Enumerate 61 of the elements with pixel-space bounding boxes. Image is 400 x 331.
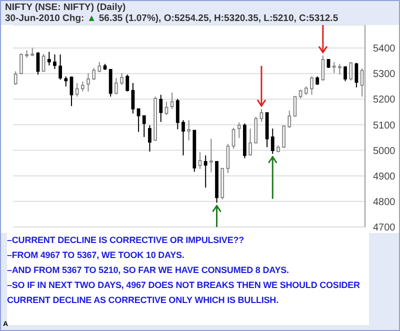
candlestick xyxy=(338,63,342,76)
candlestick xyxy=(182,120,185,156)
candlestick xyxy=(142,115,146,138)
y-tick-label: 5400 xyxy=(373,44,396,55)
candlestick xyxy=(209,138,213,173)
candlestick xyxy=(176,98,180,130)
candlestick xyxy=(36,52,40,76)
candlestick xyxy=(187,120,191,141)
candlestick xyxy=(159,94,163,122)
candlestick xyxy=(92,67,96,80)
candlestick xyxy=(136,108,140,132)
candlestick xyxy=(170,92,174,110)
candlestick xyxy=(47,51,51,66)
candlestick xyxy=(86,72,90,92)
candlestick xyxy=(108,68,112,98)
candlestick xyxy=(148,124,152,152)
candlestick xyxy=(20,52,23,75)
candlestick xyxy=(237,122,241,139)
y-tick-label: 4900 xyxy=(373,171,396,182)
candlestick xyxy=(53,54,56,70)
candlestick xyxy=(260,108,264,122)
candlestick xyxy=(75,82,79,98)
candlestick xyxy=(270,128,274,154)
y-tick-label: 4800 xyxy=(373,196,396,208)
candlestick xyxy=(349,62,353,81)
candlestick xyxy=(226,143,230,174)
candlestick xyxy=(80,81,84,92)
candlestick xyxy=(64,76,68,87)
text: –CURRENT DECLINE IS CORRECTIVE OR IMPULSIVE?? xyxy=(7,234,246,247)
candlestick xyxy=(42,53,46,72)
text: –FROM 4967 TO 5367, WE TOOK 10 DAYS. xyxy=(7,249,186,262)
candlestick xyxy=(310,76,314,96)
candlestick xyxy=(344,66,347,82)
candlestick xyxy=(58,54,62,80)
candlestick xyxy=(248,128,252,156)
text: –SO IF IN NEXT TWO DAYS, 4967 DOES NOT BREAKS THEN WE SHOULD COSIDER CURRENT DECLINE AS CORRECTIVE ONLY WHICH IS BULLISH. xyxy=(7,279,361,307)
y-tick-label: 5300 xyxy=(373,69,396,80)
candlestick xyxy=(114,77,118,95)
candlestick xyxy=(288,110,292,128)
candlestick xyxy=(204,154,208,188)
candlestick xyxy=(293,96,297,118)
candlestick xyxy=(98,61,102,73)
y-tick-label: 4700 xyxy=(373,222,396,234)
candlestick xyxy=(131,82,135,114)
candlestick xyxy=(126,74,130,92)
text: –AND FROM 5367 TO 5210, SO FAR WE HAVE CONSUMED 8 DAYS. xyxy=(7,264,290,277)
candlestick xyxy=(120,72,124,86)
chart-title: NIFTY (NSE: NIFTY) (Daily) xyxy=(5,2,126,13)
chart-subtitle: 30-Jun-2010 Chg: ▲ 56.35 (1.07%), O:5254.25, H:5320.35, L:5210, C:5312.5 xyxy=(5,13,338,24)
y-tick-label: 5000 xyxy=(373,146,396,157)
y-tick-label: 5200 xyxy=(373,94,396,106)
candlestick xyxy=(332,62,336,74)
candlestick xyxy=(321,54,325,82)
candlestick xyxy=(360,68,364,98)
candlestick xyxy=(354,62,358,88)
y-tick-label: 5100 xyxy=(373,120,396,132)
candlestick xyxy=(198,152,202,170)
candlestick xyxy=(282,126,286,148)
candlestick xyxy=(14,70,18,86)
candlestick xyxy=(164,101,168,116)
candlestick xyxy=(70,76,74,107)
